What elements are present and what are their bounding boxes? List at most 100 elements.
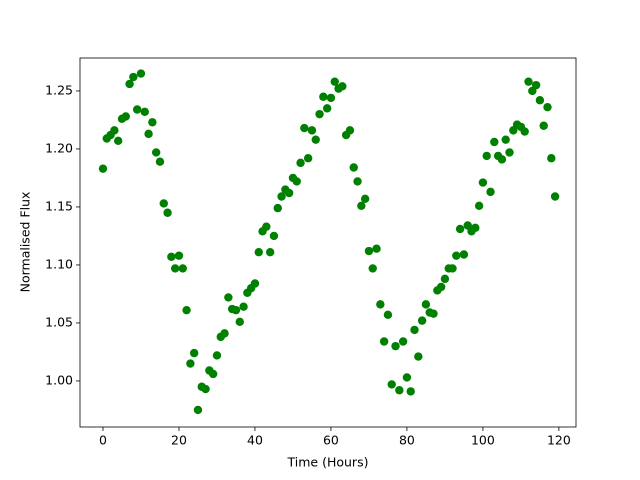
x-tick-label: 20 xyxy=(171,433,187,448)
scatter-point xyxy=(132,105,142,114)
scatter-point xyxy=(315,109,324,119)
scatter-point xyxy=(136,69,146,78)
scatter-point xyxy=(353,177,362,186)
scatter-point xyxy=(520,127,529,136)
scatter-point xyxy=(360,194,370,204)
scatter-point xyxy=(410,325,419,335)
scatter-point xyxy=(417,316,427,325)
scatter-point xyxy=(98,164,108,173)
scatter-point xyxy=(170,264,180,273)
scatter-point xyxy=(201,384,210,394)
scatter-point xyxy=(239,302,248,311)
scatter-point xyxy=(163,208,172,217)
scatter-point xyxy=(383,310,393,320)
scatter-point xyxy=(220,329,229,338)
scatter-point xyxy=(269,231,279,241)
plot-frame xyxy=(79,57,577,428)
scatter-point xyxy=(349,163,358,172)
scatter-point xyxy=(262,222,271,231)
scatter-point xyxy=(471,223,480,233)
scatter-point xyxy=(455,224,465,234)
scatter-point xyxy=(159,199,168,208)
scatter-point xyxy=(421,300,431,309)
scatter-point xyxy=(501,135,510,144)
scatter-point xyxy=(284,188,294,198)
scatter-point xyxy=(459,250,469,259)
scatter-point xyxy=(311,135,320,144)
scatter-point xyxy=(296,158,305,168)
x-tick-label: 0 xyxy=(99,433,107,448)
scatter-point xyxy=(235,317,244,326)
scatter-point xyxy=(300,123,309,133)
scatter-point xyxy=(372,244,381,253)
x-tick-label: 80 xyxy=(399,433,415,448)
scatter-point xyxy=(113,136,123,146)
scatter-point xyxy=(402,373,412,382)
scatter-point xyxy=(212,351,222,360)
scatter-point xyxy=(535,96,545,105)
scatter-point xyxy=(265,247,275,257)
scatter-point xyxy=(395,386,404,395)
scatter-point xyxy=(254,247,263,257)
scatter-point xyxy=(497,155,507,164)
scatter-point xyxy=(376,300,385,309)
scatter-point xyxy=(303,154,313,163)
scatter-point xyxy=(151,148,161,157)
scatter-point xyxy=(478,178,488,187)
scatter-point xyxy=(178,264,187,273)
scatter-point xyxy=(531,80,541,90)
y-tick-label: 1.25 xyxy=(45,82,73,97)
y-tick-label: 1.10 xyxy=(45,256,73,271)
scatter-point xyxy=(292,177,301,186)
y-tick-label: 1.15 xyxy=(45,198,73,213)
scatter-point xyxy=(440,274,450,284)
scatter-point xyxy=(231,305,241,315)
scatter-point xyxy=(250,279,260,288)
scatter-point xyxy=(547,154,556,163)
scatter-point xyxy=(379,337,389,346)
scatter-point xyxy=(539,121,548,130)
scatter-point xyxy=(140,107,149,117)
scatter-point xyxy=(307,126,317,135)
scatter-point xyxy=(448,264,457,273)
y-tick-label: 1.20 xyxy=(45,140,73,155)
scatter-point xyxy=(129,72,138,82)
scatter-point xyxy=(364,246,374,256)
scatter-point xyxy=(482,151,491,161)
scatter-point xyxy=(110,126,119,135)
scatter-point xyxy=(391,341,400,351)
scatter-point xyxy=(125,79,134,89)
scatter-point xyxy=(186,359,195,368)
scatter-point xyxy=(167,252,176,262)
scatter-point xyxy=(148,118,157,127)
scatter-point xyxy=(326,93,336,103)
scatter-point xyxy=(368,264,377,273)
y-tick-label: 1.00 xyxy=(45,372,73,387)
x-tick-label: 60 xyxy=(323,433,339,448)
scatter-point xyxy=(398,337,408,346)
scatter-point xyxy=(406,387,415,396)
scatter-point xyxy=(155,157,165,166)
scatter-point xyxy=(387,380,396,389)
scatter-point xyxy=(474,201,484,210)
scatter-point xyxy=(273,203,282,213)
scatter-point xyxy=(174,251,184,260)
scatter-point xyxy=(319,92,328,101)
scatter-point xyxy=(338,82,347,91)
scatter-point xyxy=(208,369,218,379)
scatter-point xyxy=(322,104,332,113)
scatter-point xyxy=(182,305,191,315)
scatter-point xyxy=(505,148,514,157)
scatter-point xyxy=(524,77,533,86)
x-axis-label: Time (Hours) xyxy=(287,455,369,470)
y-tick-label: 1.05 xyxy=(45,314,73,329)
scatter-point xyxy=(436,282,446,292)
scatter-point xyxy=(357,201,366,210)
scatter-point xyxy=(486,187,495,197)
scatter-point xyxy=(144,129,153,139)
scatter-point xyxy=(345,126,355,135)
x-tick-label: 40 xyxy=(247,433,263,448)
